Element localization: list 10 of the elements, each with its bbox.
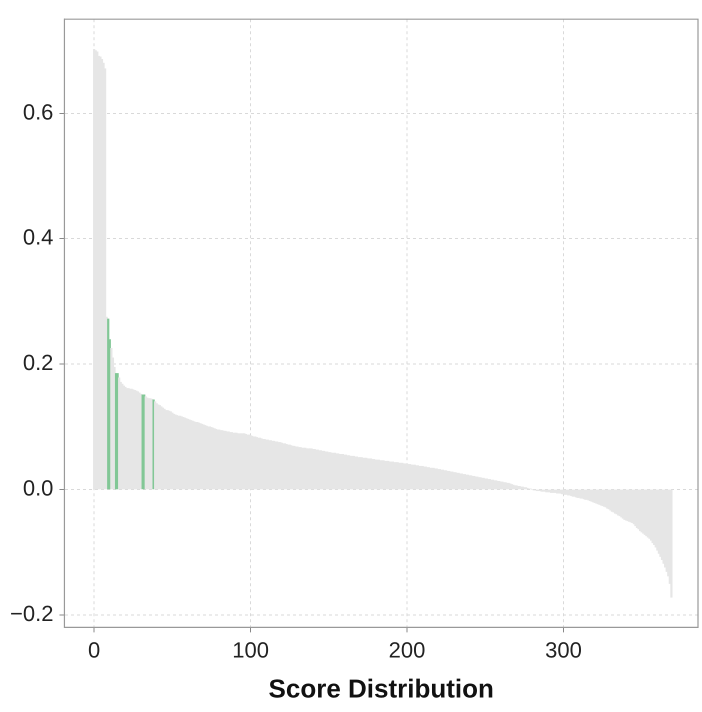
y-tick-label: −0.2	[10, 600, 54, 626]
x-axis-title: Score Distribution	[268, 674, 494, 704]
y-tick-label: 0.2	[22, 350, 54, 376]
x-tick-label: 200	[388, 638, 426, 663]
y-tick-label: 0.4	[22, 224, 54, 250]
y-tick-label: 0.0	[22, 476, 54, 501]
x-tick-label: 300	[545, 638, 582, 663]
x-tick-label: 100	[232, 638, 269, 663]
y-tick-label: 0.6	[22, 99, 54, 124]
x-tick-label: 0	[88, 638, 100, 663]
